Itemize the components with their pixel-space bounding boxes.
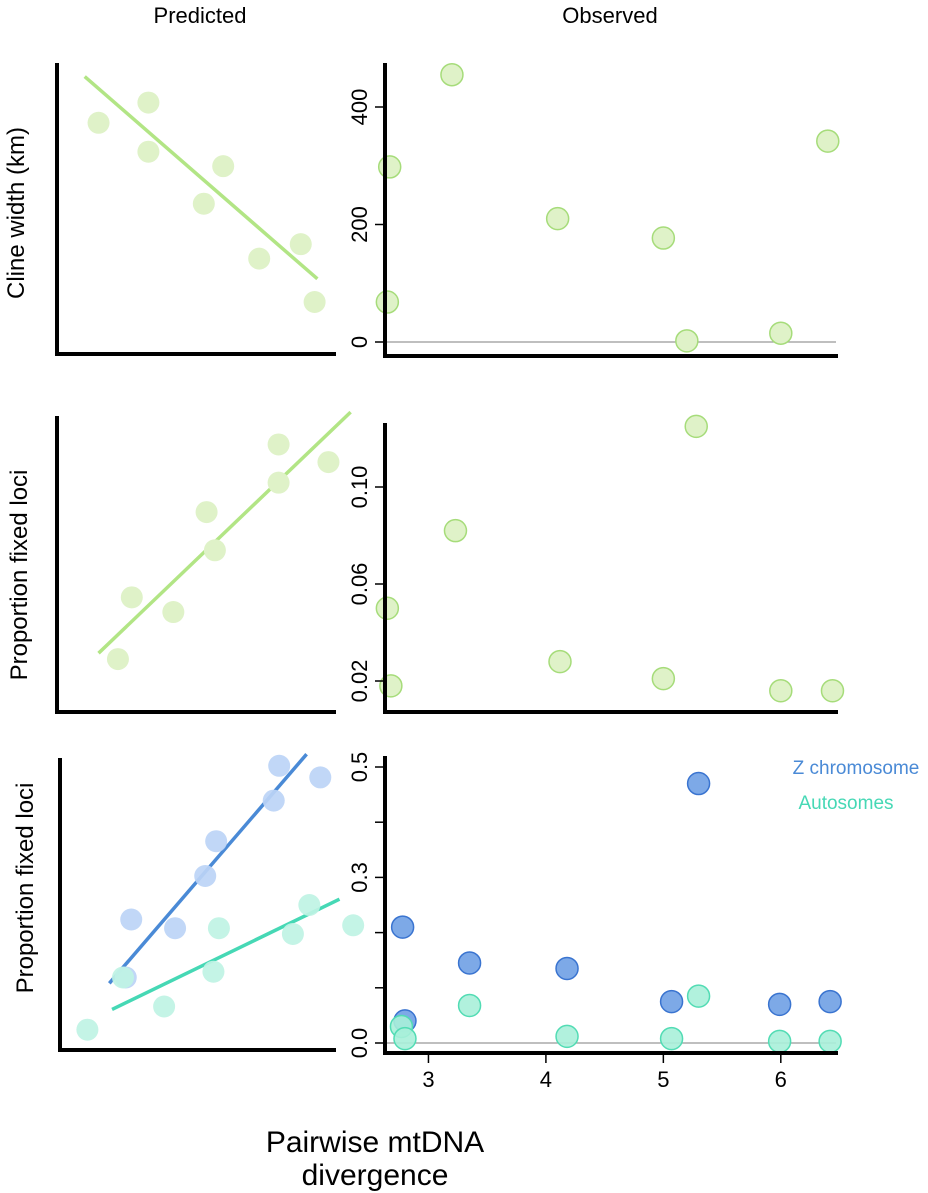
- predicted-point-row2: [162, 601, 185, 624]
- predicted-point-row3-series2: [342, 914, 365, 937]
- predicted-point-row3-series1: [262, 789, 285, 812]
- observed-point-row3-series2: [659, 1026, 684, 1051]
- predicted-point-row3-series1: [120, 908, 143, 931]
- predicted-point-row3-series2: [281, 923, 304, 945]
- predicted-point-row2: [267, 433, 290, 456]
- predicted-point-row3-series1: [205, 830, 228, 853]
- y-tick-label-row2: 0.06: [347, 563, 372, 606]
- observed-point-row1: [375, 290, 400, 314]
- predicted-point-row1: [87, 111, 110, 134]
- predicted-point-row1: [248, 247, 271, 270]
- predicted-point-row3-series2: [76, 1018, 99, 1041]
- predicted-point-row2: [106, 648, 129, 671]
- predicted-point-row3-series1: [309, 766, 332, 789]
- observed-point-row3-series2: [767, 1029, 792, 1054]
- predicted-point-row2: [195, 501, 218, 524]
- predicted-axes-row1: [55, 63, 336, 356]
- predicted-point-row2: [120, 586, 143, 609]
- observed-point-row1: [377, 155, 402, 179]
- observed-point-row3-series2: [393, 1026, 417, 1051]
- observed-point-row3-series2: [555, 1024, 579, 1049]
- y-tick-label-row1: 0: [347, 336, 372, 348]
- observed-point-row1: [545, 206, 570, 231]
- predicted-point-row1: [192, 192, 215, 215]
- y-axis-title-row2: Proportion fixed loci: [6, 470, 33, 681]
- observed-point-row2: [375, 596, 400, 620]
- predicted-point-row2: [203, 539, 226, 562]
- observed-point-row3-series1: [390, 915, 415, 939]
- observed-point-row2: [651, 666, 676, 691]
- y-tick-label-row3: 0.0: [347, 1028, 372, 1059]
- predicted-point-row1: [303, 290, 326, 313]
- predicted-fit-line-row2: [97, 410, 352, 655]
- x-axis-title-line2: divergence: [302, 1159, 449, 1192]
- x-tick-label: 3: [422, 1067, 434, 1092]
- y-axis-title-row1: Cline width (km): [3, 127, 30, 299]
- predicted-point-row3-series2: [112, 966, 135, 989]
- legend-z-chromosome: Z chromosome: [793, 758, 920, 779]
- predicted-point-row3-series1: [268, 754, 291, 777]
- y-axis-title-row3: Proportion fixed loci: [12, 783, 39, 994]
- x-tick-label: 6: [775, 1067, 787, 1092]
- column-title-observed: Observed: [562, 3, 657, 28]
- x-tick-label: 5: [657, 1067, 669, 1092]
- observed-point-row1: [675, 329, 699, 353]
- observed-point-row1: [816, 129, 840, 153]
- predicted-point-row1: [137, 91, 160, 114]
- y-tick-label-row2: 0.10: [347, 466, 372, 509]
- observed-point-row3-series1: [686, 771, 711, 796]
- column-title-predicted: Predicted: [154, 3, 247, 28]
- observed-point-row1: [440, 62, 464, 87]
- observed-point-row1: [651, 226, 676, 250]
- predicted-point-row1: [137, 140, 160, 163]
- predicted-fit-line-row3-series2: [111, 897, 341, 1011]
- y-tick-label-row2: 0.02: [347, 660, 372, 703]
- predicted-point-row1: [212, 155, 235, 178]
- y-tick-label-row1: 200: [347, 206, 372, 243]
- observed-point-row2: [769, 678, 793, 703]
- observed-point-row1: [769, 321, 793, 345]
- observed-point-row2: [820, 678, 845, 703]
- observed-point-row3-series1: [818, 989, 842, 1014]
- predicted-point-row2: [317, 451, 340, 474]
- predicted-axes-row2: [55, 416, 336, 714]
- y-tick-label-row3: 0.3: [347, 862, 372, 893]
- predicted-point-row3-series2: [202, 960, 225, 983]
- predicted-point-row3-series2: [153, 995, 176, 1018]
- observed-point-row2: [548, 649, 572, 674]
- observed-point-row3-series1: [457, 951, 482, 975]
- predicted-point-row3-series1: [164, 917, 187, 940]
- observed-point-row3-series2: [818, 1029, 842, 1054]
- y-tick-label-row1: 400: [347, 89, 372, 126]
- x-axis-title-line1: Pairwise mtDNA: [266, 1126, 484, 1159]
- observed-point-row2: [443, 518, 468, 543]
- predicted-fit-line-row1: [83, 75, 319, 281]
- observed-point-row3-series1: [555, 956, 579, 981]
- observed-point-row2: [684, 414, 708, 439]
- predicted-point-row1: [289, 233, 312, 256]
- legend-autosomes: Autosomes: [798, 793, 893, 814]
- predicted-point-row3-series2: [298, 894, 321, 916]
- predicted-point-row2: [267, 471, 290, 494]
- predicted-axes-row3: [58, 758, 336, 1052]
- observed-point-row3-series1: [767, 992, 792, 1017]
- observed-point-row3-series1: [659, 989, 684, 1014]
- x-tick-label: 4: [540, 1067, 552, 1092]
- predicted-point-row3-series1: [194, 865, 217, 887]
- observed-point-row3-series2: [457, 993, 482, 1018]
- observed-point-row3-series2: [686, 984, 711, 1008]
- predicted-point-row3-series2: [207, 917, 230, 940]
- y-tick-label-row3: 0.5: [347, 752, 372, 783]
